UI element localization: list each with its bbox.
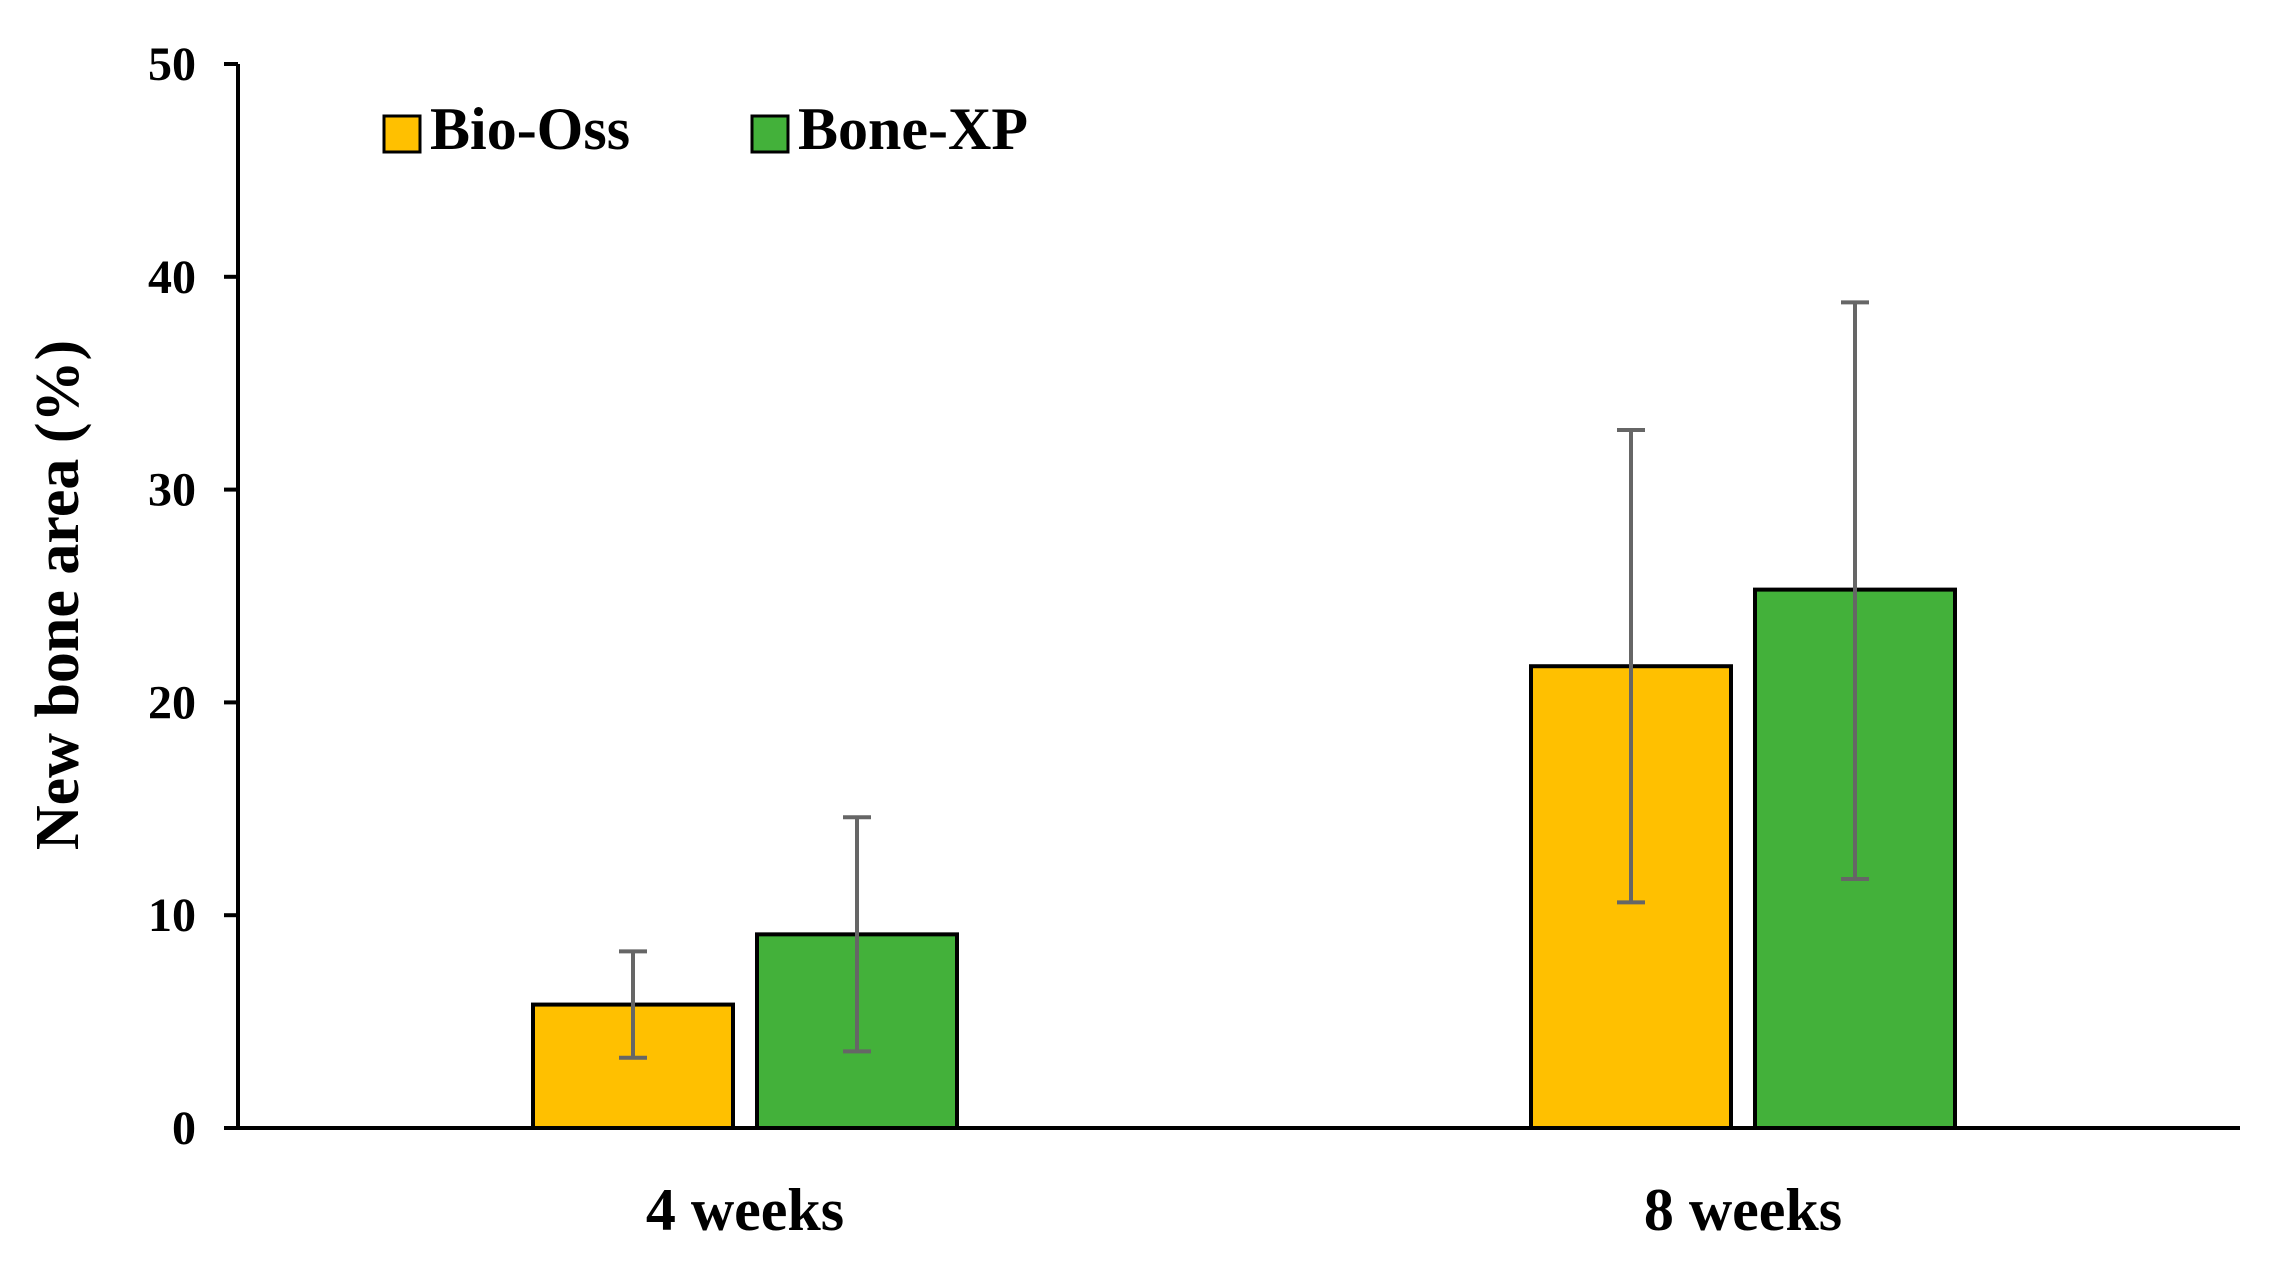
- error-bars: [619, 300, 1869, 1060]
- legend-swatch-bone-xp: [750, 114, 790, 154]
- y-tick-label: 30: [148, 464, 196, 517]
- bars: [531, 587, 1957, 1130]
- y-tick-label: 20: [148, 676, 196, 729]
- y-tick-label: 40: [148, 251, 196, 304]
- legend-label: Bio-Oss: [430, 96, 630, 162]
- x-category-label: 8 weeks: [1644, 1177, 1842, 1243]
- legend-label: Bone-XP: [798, 96, 1028, 162]
- y-tick-label: 10: [148, 889, 196, 942]
- y-tick-label: 50: [148, 38, 196, 91]
- y-axis: 0 10 20 30 40 50: [148, 38, 240, 1155]
- y-axis-label: New bone area (%): [24, 340, 92, 850]
- legend-swatch-bio-oss: [382, 114, 422, 154]
- x-category-label: 4 weeks: [646, 1177, 844, 1243]
- legend: Bio-Oss Bone-XP: [382, 96, 1028, 162]
- y-tick-label: 0: [172, 1102, 196, 1155]
- x-axis: 4 weeks 8 weeks: [236, 1126, 2240, 1243]
